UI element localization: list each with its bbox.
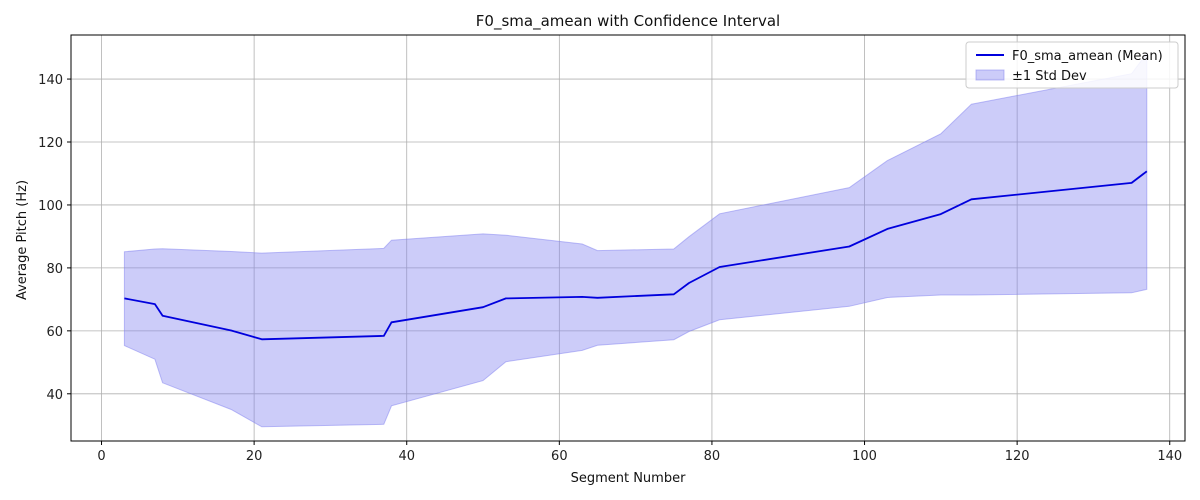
mean-data-point xyxy=(161,314,164,317)
chart-title: F0_sma_amean with Confidence Interval xyxy=(476,12,780,31)
mean-data-point xyxy=(672,293,675,296)
y-tick-label: 100 xyxy=(38,199,63,214)
mean-data-point xyxy=(1130,181,1133,184)
x-tick-label: 80 xyxy=(704,449,721,464)
x-tick-label: 120 xyxy=(1005,449,1030,464)
y-tick-label: 120 xyxy=(38,136,63,151)
mean-data-point xyxy=(581,295,584,298)
mean-data-point xyxy=(504,297,507,300)
mean-data-point xyxy=(153,302,156,305)
y-tick-label: 80 xyxy=(46,262,63,277)
legend: F0_sma_amean (Mean) ±1 Std Dev xyxy=(966,42,1178,88)
mean-data-point xyxy=(718,265,721,268)
mean-data-point xyxy=(230,329,233,332)
y-axis-label: Average Pitch (Hz) xyxy=(15,180,30,300)
mean-data-point xyxy=(939,212,942,215)
mean-data-point xyxy=(687,281,690,284)
legend-mean-label: F0_sma_amean (Mean) xyxy=(1012,49,1163,64)
mean-data-point xyxy=(382,334,385,337)
mean-data-point xyxy=(123,297,126,300)
y-tick-label: 60 xyxy=(46,325,63,340)
mean-data-point xyxy=(886,227,889,230)
mean-data-point xyxy=(848,245,851,248)
x-tick-label: 60 xyxy=(551,449,568,464)
mean-data-point xyxy=(970,198,973,201)
mean-data-point xyxy=(1145,170,1148,173)
x-axis-label: Segment Number xyxy=(571,471,687,486)
x-tick-label: 100 xyxy=(852,449,877,464)
x-tick-label: 0 xyxy=(97,449,105,464)
mean-data-point xyxy=(481,306,484,309)
y-tick-label: 140 xyxy=(38,73,63,88)
x-tick-label: 40 xyxy=(398,449,415,464)
y-tick-label: 40 xyxy=(46,388,63,403)
mean-data-point xyxy=(596,296,599,299)
mean-data-point xyxy=(390,321,393,324)
x-tick-label: 140 xyxy=(1157,449,1182,464)
x-tick-label: 20 xyxy=(246,449,263,464)
legend-band-swatch xyxy=(976,70,1004,80)
mean-data-point xyxy=(260,338,263,341)
legend-band-label: ±1 Std Dev xyxy=(1012,69,1087,84)
